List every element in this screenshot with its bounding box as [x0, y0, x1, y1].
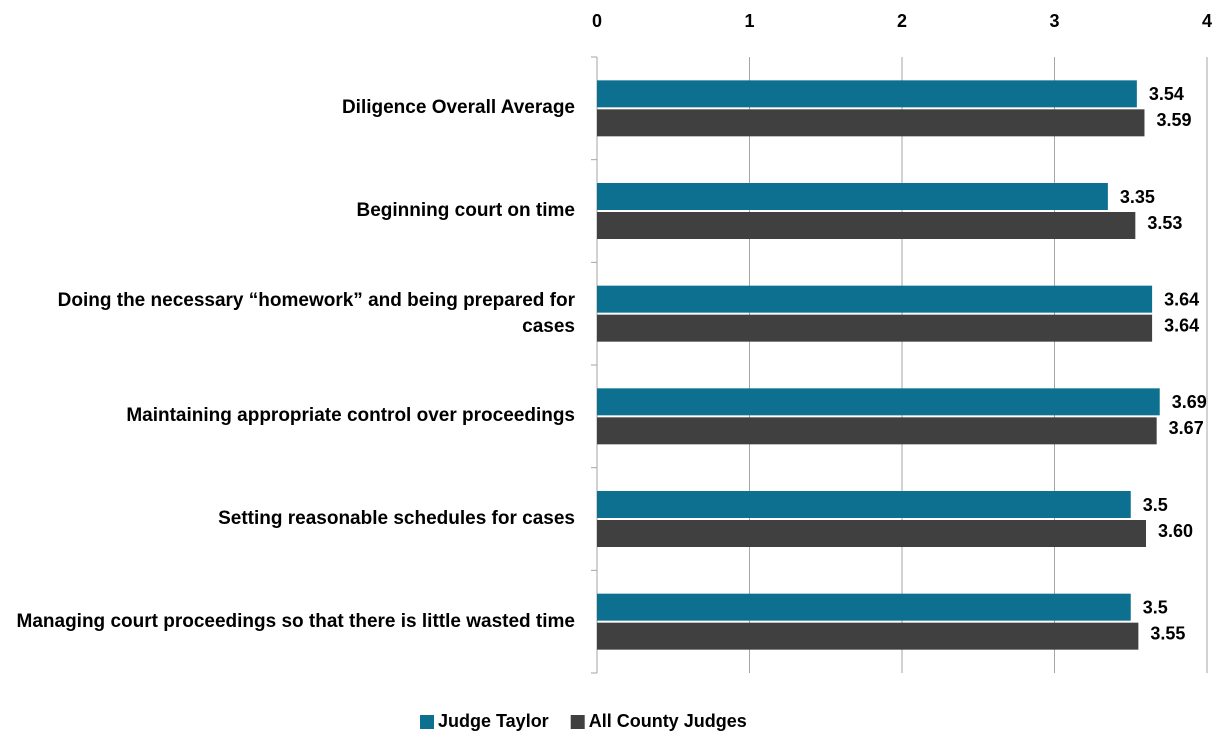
bar [597, 417, 1157, 445]
value-label: 3.5 [1143, 495, 1168, 515]
bar [597, 622, 1139, 650]
bar [597, 183, 1108, 210]
category-label: Beginning court on time [356, 200, 576, 221]
category-label: Diligence Overall Average [341, 97, 575, 119]
value-label: 3.64 [1164, 289, 1199, 309]
category-label: Setting reasonable schedules for cases [218, 508, 575, 529]
value-label: 3.54 [1149, 84, 1184, 104]
category-label: Maintaining appropriate control over pro… [126, 405, 575, 427]
value-label: 3.60 [1158, 521, 1193, 541]
bar [597, 109, 1145, 137]
bar [597, 212, 1136, 239]
legend-label: Judge Taylor [438, 711, 549, 731]
bar [597, 520, 1146, 547]
value-label: 3.69 [1172, 392, 1207, 412]
value-label: 3.64 [1164, 315, 1199, 335]
bar [597, 80, 1137, 108]
value-label: 3.55 [1150, 623, 1185, 643]
bar [597, 491, 1131, 518]
category-label: Doing the necessary “homework” and being… [57, 289, 575, 337]
x-tick-label: 4 [1202, 11, 1212, 31]
value-label: 3.35 [1120, 187, 1155, 207]
x-tick-label: 1 [744, 11, 754, 31]
value-label: 3.59 [1156, 110, 1191, 130]
bar [597, 314, 1153, 342]
x-tick-label: 3 [1049, 11, 1059, 31]
bar [597, 388, 1160, 416]
bar [597, 593, 1131, 621]
category-label: Managing court proceedings so that there… [16, 610, 576, 632]
value-label: 3.53 [1147, 213, 1182, 233]
value-label: 3.5 [1143, 597, 1168, 617]
x-tick-label: 2 [897, 11, 907, 31]
legend-swatch [420, 715, 434, 729]
legend-label: All County Judges [589, 711, 747, 731]
value-label: 3.67 [1169, 418, 1204, 438]
legend-swatch [570, 715, 585, 729]
x-tick-label: 0 [592, 11, 602, 31]
bar [597, 285, 1153, 313]
